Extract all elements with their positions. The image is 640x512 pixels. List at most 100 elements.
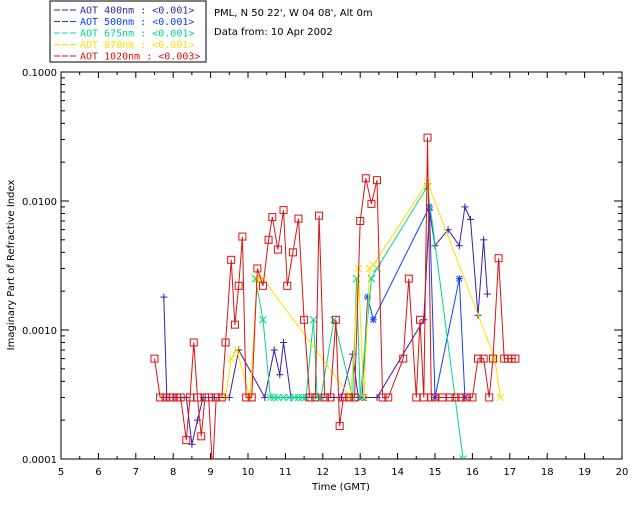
data-point-4 xyxy=(288,248,297,257)
axis-ticks: 5 6 7 8 9 10 11 12 13 14 15 16 17 18 19 20 0.0001 0.0010 0… xyxy=(22,68,628,478)
data-point-0 xyxy=(349,350,357,358)
data-point-4 xyxy=(373,176,382,185)
series-line-4 xyxy=(154,137,516,459)
x-tick-label: 9 xyxy=(207,467,213,478)
data-point-3 xyxy=(423,178,432,187)
legend-entry: AOT 675nm : <0.001> xyxy=(80,29,194,40)
data-point-4 xyxy=(320,393,329,402)
x-tick-label: 13 xyxy=(354,467,367,478)
data-point-4 xyxy=(268,213,277,222)
data-point-0 xyxy=(280,339,288,347)
x-tick-label: 15 xyxy=(429,467,442,478)
x-tick-label: 14 xyxy=(391,467,404,478)
data-point-4 xyxy=(258,281,267,290)
chart-title-line-1: PML, N 50 22', W 04 08', Alt 0m xyxy=(214,8,373,19)
data-point-1 xyxy=(455,275,463,283)
data-point-4 xyxy=(311,393,320,402)
data-point-0 xyxy=(483,290,491,298)
x-tick-label: 18 xyxy=(541,467,554,478)
x-tick-label: 17 xyxy=(503,467,516,478)
chart-title-line-2: Data from: 10 Apr 2002 xyxy=(214,27,333,38)
data-point-4 xyxy=(221,338,230,347)
data-point-4 xyxy=(247,393,256,402)
data-point-2 xyxy=(290,393,299,402)
data-point-4 xyxy=(462,393,471,402)
x-tick-label: 19 xyxy=(578,467,591,478)
data-point-4 xyxy=(511,354,520,363)
x-tick-label: 8 xyxy=(170,467,176,478)
data-point-4 xyxy=(315,211,324,220)
data-point-4 xyxy=(253,264,262,273)
data-point-0 xyxy=(455,242,463,250)
data-point-2 xyxy=(251,274,260,283)
data-point-4 xyxy=(445,393,454,402)
data-point-3 xyxy=(259,274,267,283)
data-point-4 xyxy=(356,216,365,225)
data-point-0 xyxy=(261,393,269,401)
data-point-4 xyxy=(234,281,243,290)
series-layer xyxy=(150,133,520,459)
data-point-4 xyxy=(300,315,309,324)
data-point-2 xyxy=(266,393,275,402)
data-point-4 xyxy=(331,315,340,324)
data-point-4 xyxy=(283,281,292,290)
data-point-4 xyxy=(468,393,477,402)
data-point-4 xyxy=(230,320,239,329)
data-point-2 xyxy=(259,315,267,324)
data-point-4 xyxy=(273,245,282,254)
data-point-4 xyxy=(479,354,488,363)
y-tick-label: 0.0010 xyxy=(22,326,57,337)
data-point-4 xyxy=(156,393,165,402)
data-point-2 xyxy=(270,393,279,402)
data-point-4 xyxy=(494,254,503,263)
data-point-4 xyxy=(189,338,198,347)
x-tick-label: 10 xyxy=(242,467,255,478)
data-point-4 xyxy=(182,436,191,445)
data-point-4 xyxy=(474,354,483,363)
data-point-4 xyxy=(305,393,314,402)
data-point-4 xyxy=(227,255,236,264)
x-tick-label: 5 xyxy=(58,467,64,478)
data-point-1 xyxy=(369,316,377,324)
data-point-3 xyxy=(360,393,368,402)
data-point-4 xyxy=(264,235,273,244)
x-tick-label: 6 xyxy=(95,467,101,478)
data-point-4 xyxy=(326,393,335,402)
data-point-4 xyxy=(404,274,413,283)
legend-entry: AOT 400nm : <0.001> xyxy=(80,6,194,17)
series-4 xyxy=(150,133,520,459)
data-point-0 xyxy=(467,215,475,223)
data-point-4 xyxy=(350,393,359,402)
data-point-0 xyxy=(276,371,284,379)
data-point-3 xyxy=(227,354,236,363)
series-line-2 xyxy=(255,184,464,459)
data-point-4 xyxy=(279,206,288,215)
data-point-0 xyxy=(225,393,233,401)
data-point-2 xyxy=(459,455,467,459)
x-axis-label: Time (GMT) xyxy=(311,482,370,493)
series-0 xyxy=(160,203,491,448)
data-point-4 xyxy=(416,315,425,324)
data-point-4 xyxy=(457,393,466,402)
data-point-0 xyxy=(188,440,196,448)
x-tick-label: 20 xyxy=(616,467,629,478)
data-point-4 xyxy=(378,393,387,402)
data-point-4 xyxy=(367,199,376,208)
series-line-0 xyxy=(163,205,488,445)
data-point-4 xyxy=(217,393,226,402)
y-tick-label: 0.1000 xyxy=(22,68,57,79)
data-point-2 xyxy=(274,393,282,402)
data-point-0 xyxy=(270,346,278,354)
data-point-4 xyxy=(150,354,159,363)
data-point-2 xyxy=(309,315,318,324)
y-tick-label: 0.0100 xyxy=(22,197,57,208)
data-point-0 xyxy=(160,293,168,301)
series-line-1 xyxy=(361,206,466,398)
data-point-2 xyxy=(279,393,288,402)
series-line-3 xyxy=(225,181,501,399)
data-point-3 xyxy=(369,260,378,269)
data-point-3 xyxy=(232,346,241,354)
data-point-4 xyxy=(485,393,494,402)
data-point-2 xyxy=(285,393,293,402)
